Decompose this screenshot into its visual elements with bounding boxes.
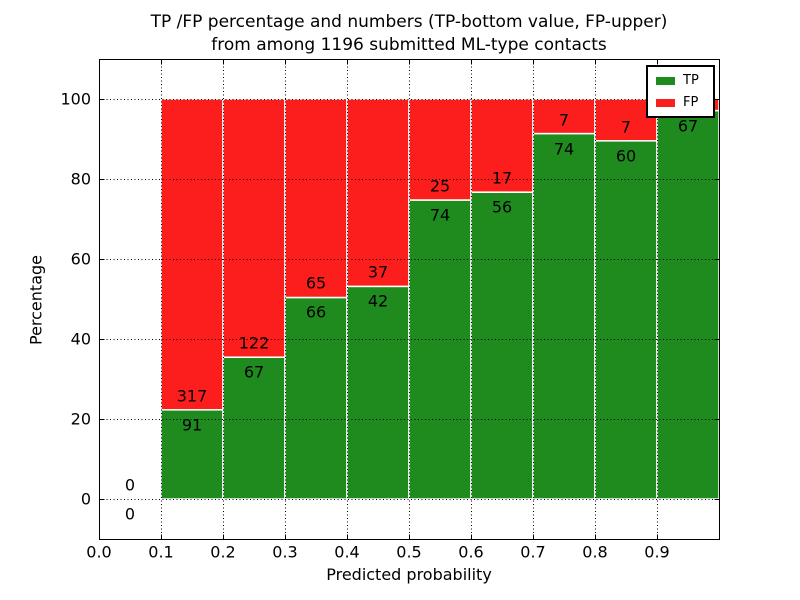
x-tick-label: 0.1 (148, 542, 174, 562)
x-tick-label: 0.2 (210, 542, 236, 562)
fp-count-label: 122 (238, 333, 270, 353)
y-axis-label: Percentage (26, 254, 46, 346)
tp-count-label: 74 (429, 205, 451, 225)
bar-tp-segment (594, 140, 658, 500)
fp-count-label: 65 (305, 273, 327, 293)
tp-count-label: 91 (181, 415, 203, 435)
tp-count-label: 42 (367, 291, 389, 311)
tp-count-label: 56 (491, 197, 513, 217)
fp-count-label: 7 (620, 117, 632, 137)
x-axis-label: Predicted probability (326, 565, 492, 584)
x-tick-label: 0.5 (396, 542, 422, 562)
tp-count-label: 0 (124, 504, 136, 524)
tp-count-label: 67 (243, 362, 265, 382)
bar-tp-segment (160, 409, 224, 500)
y-tick-label: 100 (60, 89, 91, 109)
chart-title-line1: TP /FP percentage and numbers (TP-bottom… (150, 12, 668, 32)
tp-count-label: 67 (677, 116, 699, 136)
fp-count-label: 17 (491, 168, 513, 188)
legend: TP FP (646, 65, 715, 118)
chart-title-line2: from among 1196 submitted ML-type contac… (211, 35, 607, 55)
bar-fp-segment (408, 98, 472, 201)
fp-count-label: 317 (176, 386, 208, 406)
bar-tp-segment (470, 191, 534, 500)
bar-fp-segment (346, 98, 410, 288)
y-tick-label: 60 (70, 249, 91, 269)
bar-tp-segment (656, 109, 720, 500)
x-tick-label: 0.9 (644, 542, 670, 562)
x-tick-label: 0.7 (520, 542, 546, 562)
fp-count-label: 25 (429, 176, 451, 196)
tp-count-label: 60 (615, 146, 637, 166)
legend-item-fp: FP (656, 95, 709, 110)
fp-count-label: 7 (558, 110, 570, 130)
bar-fp-segment (284, 98, 348, 299)
bar-tp-segment (346, 285, 410, 500)
bar-fp-segment (222, 98, 286, 358)
bar-fp-segment (532, 98, 596, 135)
y-tick-label: 0 (80, 489, 91, 509)
y-tick-label: 40 (70, 329, 91, 349)
bar-fp-segment (470, 98, 534, 193)
tp-count-label: 74 (553, 139, 575, 159)
bar-tp-segment (408, 199, 472, 500)
bar-tp-segment (532, 132, 596, 500)
fp-count-label: 37 (367, 262, 389, 282)
x-tick-label: 0.0 (86, 542, 112, 562)
bar-tp-segment (284, 296, 348, 500)
chart-title: TP /FP percentage and numbers (TP-bottom… (99, 11, 719, 57)
bar-fp-segment (160, 98, 224, 411)
legend-label-tp: TP (683, 73, 699, 88)
tp-swatch-icon (656, 76, 675, 85)
y-tick-label: 20 (70, 409, 91, 429)
x-tick-label: 0.6 (458, 542, 484, 562)
tp-count-label: 66 (305, 302, 327, 322)
fp-count-label: 0 (124, 475, 136, 495)
x-tick-label: 0.4 (334, 542, 360, 562)
fp-swatch-icon (656, 98, 675, 107)
x-tick-label: 0.3 (272, 542, 298, 562)
legend-item-tp: TP (656, 73, 709, 88)
x-tick-label: 0.8 (582, 542, 608, 562)
y-tick-label: 80 (70, 169, 91, 189)
legend-label-fp: FP (683, 95, 699, 110)
